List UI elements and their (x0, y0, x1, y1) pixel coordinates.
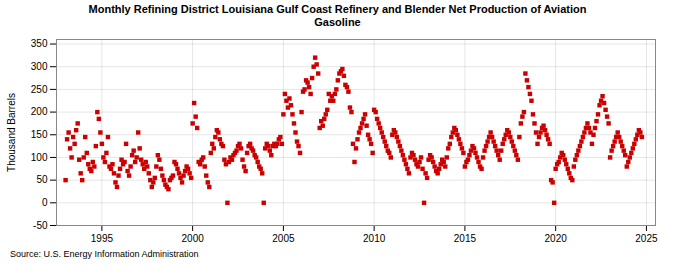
svg-text:2005: 2005 (272, 233, 295, 244)
svg-text:100: 100 (31, 152, 48, 163)
svg-text:300: 300 (31, 61, 48, 72)
svg-text:2010: 2010 (363, 233, 386, 244)
svg-text:2025: 2025 (635, 233, 658, 244)
svg-text:2020: 2020 (545, 233, 568, 244)
svg-text:2000: 2000 (182, 233, 205, 244)
svg-text:-50: -50 (33, 220, 48, 231)
svg-text:1995: 1995 (91, 233, 114, 244)
svg-text:200: 200 (31, 107, 48, 118)
svg-text:0: 0 (42, 197, 48, 208)
svg-text:Thousand Barrels: Thousand Barrels (6, 93, 17, 172)
html-text:Source: U.S. Energy Informatio: Source: U.S. Energy Information Administ… (10, 249, 199, 260)
svg-text:50: 50 (36, 175, 48, 186)
svg-text:150: 150 (31, 129, 48, 140)
svg-text:250: 250 (31, 84, 48, 95)
html-text:Monthly Refining District Loui: Monthly Refining District Louisiana Gulf… (88, 3, 587, 29)
svg-text:2015: 2015 (454, 233, 477, 244)
svg-text:350: 350 (31, 39, 48, 50)
